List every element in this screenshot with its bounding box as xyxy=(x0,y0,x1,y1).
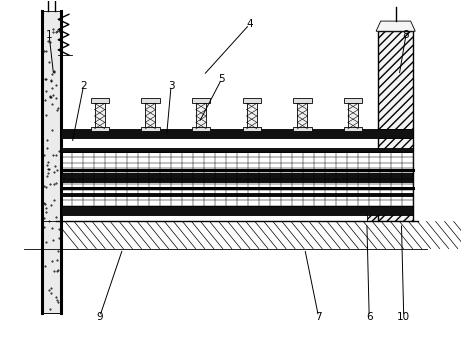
Bar xyxy=(344,98,362,103)
Bar xyxy=(61,173,413,182)
Bar xyxy=(61,206,413,215)
Text: 3: 3 xyxy=(168,80,175,91)
Text: 8: 8 xyxy=(403,30,409,40)
Bar xyxy=(91,128,109,131)
Text: 4: 4 xyxy=(246,19,253,29)
Bar xyxy=(61,193,413,196)
Bar xyxy=(61,152,413,206)
Bar xyxy=(56,221,418,249)
Bar xyxy=(243,128,261,131)
Bar xyxy=(42,11,61,313)
Bar xyxy=(192,128,210,131)
Text: 7: 7 xyxy=(315,312,322,322)
Bar xyxy=(141,98,159,103)
Bar xyxy=(293,98,311,103)
Bar xyxy=(247,103,257,129)
Bar xyxy=(348,103,358,129)
Text: 6: 6 xyxy=(366,312,372,322)
Bar xyxy=(367,206,378,221)
Text: 5: 5 xyxy=(219,74,225,84)
Bar xyxy=(61,129,413,138)
Bar xyxy=(293,128,311,131)
Bar xyxy=(141,128,159,131)
Polygon shape xyxy=(376,21,415,31)
Bar xyxy=(42,221,61,313)
Text: 10: 10 xyxy=(397,312,410,322)
Bar xyxy=(243,98,261,103)
Bar xyxy=(61,148,413,152)
Bar xyxy=(298,103,308,129)
Bar xyxy=(146,103,155,129)
Bar xyxy=(95,103,105,129)
Bar xyxy=(192,98,210,103)
Bar xyxy=(196,103,206,129)
Text: 9: 9 xyxy=(97,312,103,322)
Text: 1: 1 xyxy=(46,30,52,40)
Bar xyxy=(344,128,362,131)
Text: 2: 2 xyxy=(80,80,87,91)
Bar xyxy=(91,98,109,103)
Bar xyxy=(378,31,413,221)
